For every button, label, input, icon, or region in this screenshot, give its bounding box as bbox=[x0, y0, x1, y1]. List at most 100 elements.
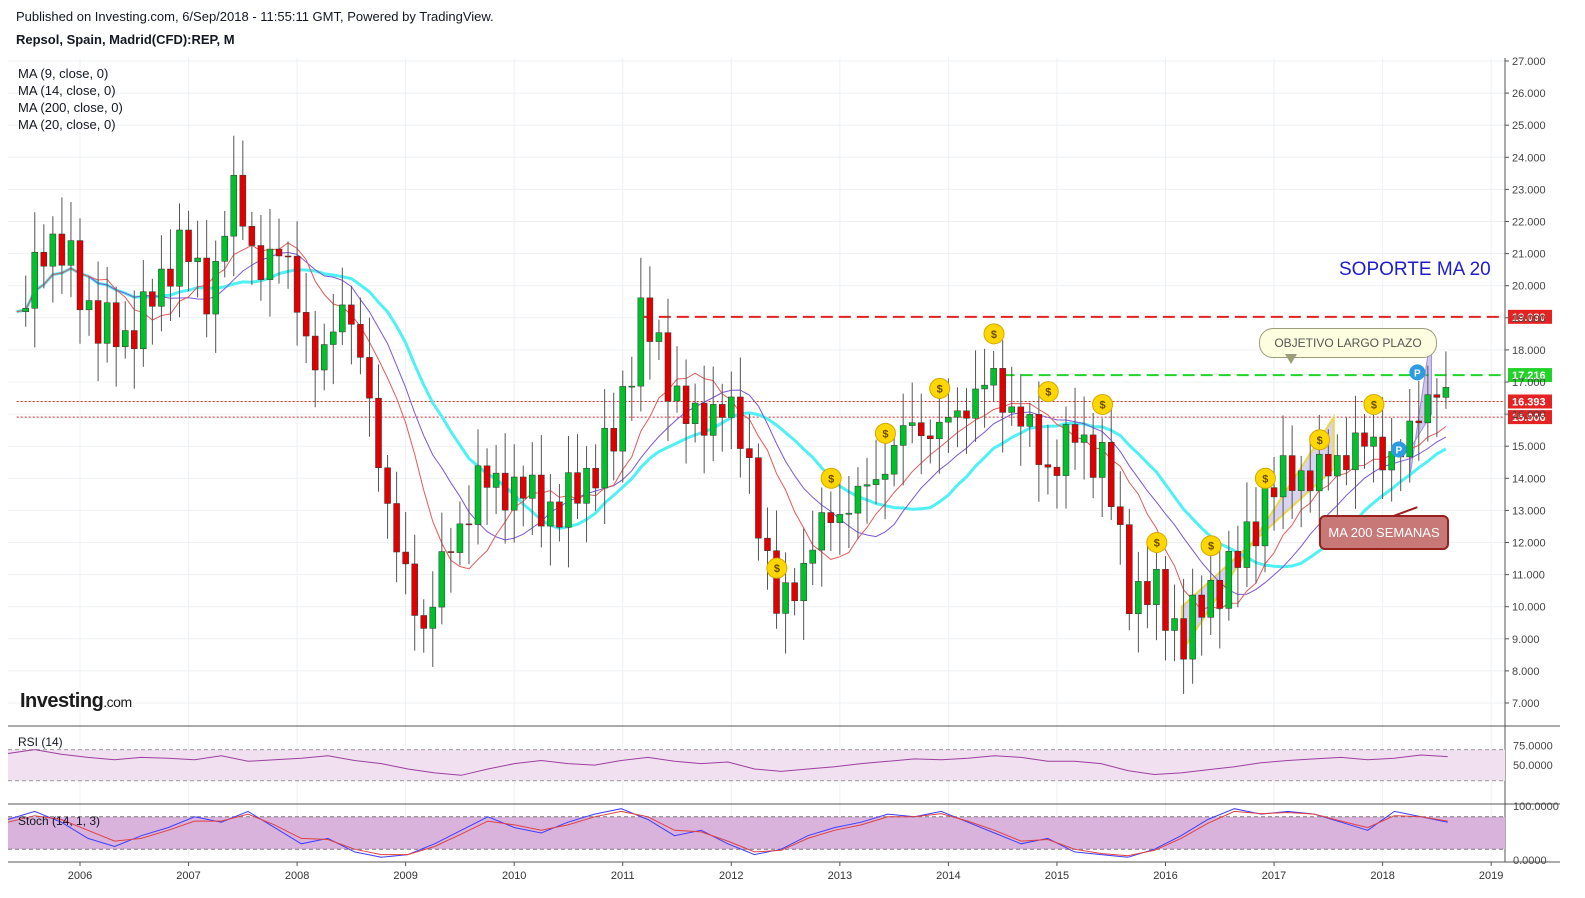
candle-body bbox=[1433, 394, 1441, 398]
stoch-label: Stoch (14, 1, 3) bbox=[18, 814, 101, 828]
candle-body bbox=[185, 229, 192, 262]
candle-body bbox=[1180, 618, 1187, 660]
candle-body bbox=[682, 385, 690, 424]
pivot-icon bbox=[1409, 364, 1426, 381]
candle-body bbox=[203, 257, 210, 315]
candle-body bbox=[348, 304, 355, 325]
candle-body bbox=[547, 501, 554, 527]
candle-body bbox=[384, 467, 391, 504]
candle-body bbox=[601, 427, 608, 489]
y-tick-label: 23.000 bbox=[1512, 184, 1546, 196]
candle-body bbox=[637, 297, 645, 387]
candle-body bbox=[1270, 487, 1278, 498]
dividend-badges: $ $ $ $ $ $ $ $ $ $ $ $ P P bbox=[766, 323, 1426, 579]
candle-body bbox=[1080, 434, 1088, 443]
x-tick-label: 2007 bbox=[176, 870, 200, 882]
candle-body bbox=[420, 615, 427, 629]
stoch-pane: 100.0000 0.0000 bbox=[7, 801, 1559, 867]
candle-body bbox=[1117, 506, 1124, 525]
x-tick-label: 2011 bbox=[611, 870, 635, 882]
stoch-k-line bbox=[7, 808, 1448, 858]
dividend-icon bbox=[1363, 393, 1385, 415]
candle-body bbox=[872, 479, 880, 485]
candle-body bbox=[167, 268, 174, 287]
rsi-pane: 75.0000 50.0000 bbox=[7, 741, 1553, 782]
dividend-icon-glyph: $ bbox=[774, 563, 780, 575]
candle-body bbox=[719, 404, 726, 418]
candle-body bbox=[221, 235, 228, 262]
candle-body bbox=[1279, 455, 1287, 498]
dividend-icon-glyph: $ bbox=[937, 383, 943, 395]
x-tick-label: 2016 bbox=[1153, 870, 1177, 882]
candle-body bbox=[474, 465, 482, 525]
candle-body bbox=[465, 523, 473, 526]
legend-ma200: MA (200, close, 0) bbox=[18, 100, 123, 115]
candle-body bbox=[1370, 436, 1377, 447]
candle-body bbox=[67, 240, 75, 266]
candle-body bbox=[981, 384, 988, 390]
y-tick-label: 14.000 bbox=[1512, 473, 1546, 485]
candle-body bbox=[1325, 453, 1332, 477]
candle-body bbox=[673, 385, 681, 402]
candle-body bbox=[112, 302, 120, 348]
candle-body bbox=[1135, 581, 1142, 615]
candle-body bbox=[158, 268, 165, 307]
y-tick-label: 24.000 bbox=[1512, 152, 1546, 164]
candle-body bbox=[655, 332, 663, 342]
candle-body bbox=[1171, 618, 1178, 631]
candle-body bbox=[954, 410, 961, 418]
candle-body bbox=[619, 386, 626, 452]
candle-body bbox=[501, 472, 509, 511]
price-level-tag bbox=[1508, 309, 1552, 324]
candle-body bbox=[239, 174, 247, 227]
candle-body bbox=[1153, 569, 1160, 605]
candle-body bbox=[1243, 521, 1251, 568]
candle-body bbox=[1044, 464, 1052, 468]
candle-body bbox=[556, 501, 563, 528]
candle-body bbox=[1126, 524, 1133, 615]
y-tick-label: 8.000 bbox=[1512, 666, 1540, 678]
candle-body bbox=[1306, 470, 1314, 492]
dividend-icon-glyph: $ bbox=[1154, 538, 1160, 550]
dividend-icon-glyph: $ bbox=[1045, 387, 1051, 399]
candle-body bbox=[492, 472, 500, 488]
candle-body bbox=[94, 300, 102, 344]
candle-body bbox=[800, 563, 807, 602]
candle-body bbox=[863, 484, 871, 487]
candle-body bbox=[1415, 420, 1423, 424]
dividend-icon bbox=[1309, 429, 1331, 451]
candle-body bbox=[438, 551, 446, 608]
candle-body bbox=[1379, 436, 1386, 471]
candle-body bbox=[1343, 455, 1350, 471]
rsi-label: RSI (14) bbox=[18, 735, 63, 749]
candle-body bbox=[908, 422, 916, 426]
x-tick-label: 2006 bbox=[68, 870, 92, 882]
dividend-icon bbox=[874, 422, 896, 444]
candle-body bbox=[212, 261, 219, 315]
candle-body bbox=[1035, 414, 1043, 465]
candle-body bbox=[1107, 442, 1115, 507]
soporte-annotation: SOPORTE MA 20 bbox=[1339, 259, 1491, 280]
dividend-icon bbox=[820, 467, 842, 489]
candle-body bbox=[963, 410, 970, 419]
dividend-icon-glyph: $ bbox=[1262, 473, 1268, 485]
candle-body bbox=[899, 425, 907, 446]
candle-body bbox=[927, 435, 934, 440]
dividend-icon bbox=[983, 323, 1005, 345]
candle-body bbox=[103, 302, 111, 344]
candle-body bbox=[339, 304, 346, 333]
legend-ma9: MA (9, close, 0) bbox=[18, 66, 109, 81]
candle-body bbox=[519, 476, 527, 499]
candle-body bbox=[809, 549, 816, 564]
dividend-icon bbox=[1200, 535, 1222, 557]
candle-body bbox=[1252, 521, 1260, 547]
candle-body bbox=[691, 402, 699, 424]
candle-body bbox=[248, 226, 256, 246]
dividend-icon-glyph: $ bbox=[828, 473, 834, 485]
candle-body bbox=[85, 300, 93, 311]
candle-body bbox=[194, 257, 201, 262]
dividend-icon bbox=[1146, 532, 1168, 553]
stoch-tick-label: 0.0000 bbox=[1513, 855, 1547, 867]
candle-body bbox=[881, 473, 889, 480]
